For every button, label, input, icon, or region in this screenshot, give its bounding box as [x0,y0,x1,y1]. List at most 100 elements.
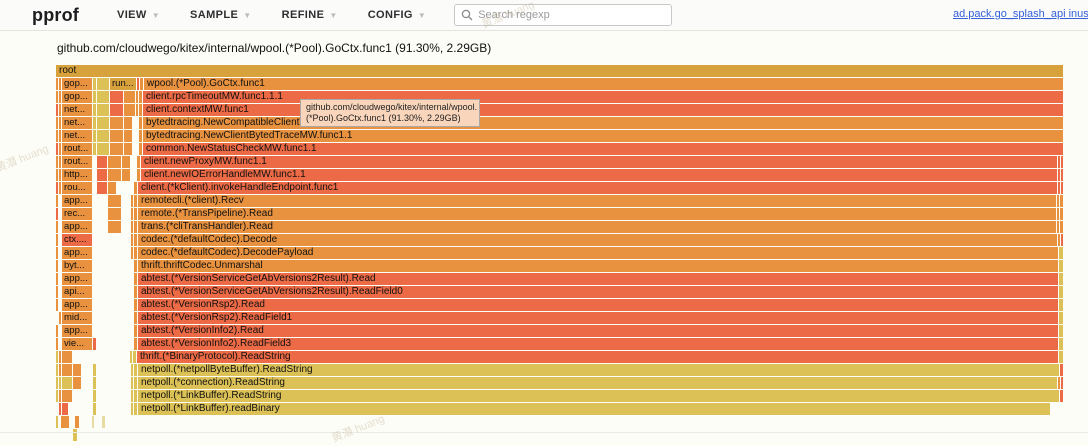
frame[interactable] [56,104,58,116]
frame[interactable] [1060,364,1063,376]
frame[interactable] [108,221,121,233]
frame[interactable] [97,143,109,155]
frame[interactable] [134,312,137,324]
frame[interactable] [134,182,137,194]
frame[interactable] [130,351,132,363]
frame[interactable] [122,156,130,168]
frame[interactable] [124,91,135,103]
frame[interactable] [124,143,132,155]
frame[interactable] [56,377,58,389]
frame[interactable] [93,143,96,155]
frame[interactable] [56,260,58,272]
frame[interactable]: trans.(*cliTransHandler).Read [138,221,1056,233]
frame[interactable] [56,234,58,246]
frame[interactable] [1061,182,1063,194]
frame[interactable] [1061,156,1063,168]
frame[interactable] [97,182,107,194]
search-input[interactable] [473,6,672,24]
frame[interactable]: rec... [62,208,92,220]
frame[interactable]: gop... [62,78,92,90]
frame[interactable] [1059,312,1063,324]
frame[interactable] [56,195,58,207]
frame[interactable] [59,117,61,129]
frame[interactable] [56,390,58,402]
frame[interactable] [110,117,123,129]
frame[interactable] [1060,195,1063,207]
frame[interactable] [1059,286,1063,298]
frame[interactable] [110,104,123,116]
frame[interactable] [134,299,137,311]
frame[interactable]: run... [110,78,136,90]
frame[interactable] [131,234,133,246]
frame[interactable] [56,208,58,220]
frame[interactable] [124,130,132,142]
frame[interactable]: client.(*kClient).invokeHandleEndpoint.f… [138,182,1057,194]
frame[interactable]: remotecli.(*client).Recv [138,195,1056,207]
frame[interactable]: app... [62,247,92,259]
frame[interactable] [137,78,139,90]
frame[interactable] [1061,234,1063,246]
frame[interactable]: codec.(*defaultCodec).Decode [138,234,1057,246]
profile-link[interactable]: ad.pack.go_splash_api inuse_sp [953,8,1088,20]
frame[interactable] [137,169,140,181]
frame[interactable] [59,351,61,363]
frame[interactable] [56,130,58,142]
menu-config[interactable]: CONFIG ▼ [367,9,427,21]
frame[interactable] [93,377,96,389]
frame[interactable] [1058,182,1060,194]
frame[interactable] [134,390,137,402]
frame[interactable] [131,221,133,233]
frame[interactable] [1059,273,1063,285]
frame[interactable] [56,286,58,298]
frame[interactable]: net... [62,130,92,142]
frame[interactable] [1057,221,1059,233]
frame[interactable] [131,208,133,220]
frame[interactable]: netpoll.(*LinkBuffer).ReadString [138,390,1059,402]
frame[interactable]: mid... [62,312,92,324]
frame[interactable] [140,78,143,90]
frame[interactable] [59,143,61,155]
frame[interactable] [56,299,58,311]
frame[interactable] [56,364,58,376]
frame[interactable] [93,130,96,142]
frame[interactable] [62,351,72,363]
frame[interactable]: abtest.(*VersionRsp2).Read [138,299,1058,311]
frame[interactable] [1057,195,1059,207]
frame[interactable] [93,91,96,103]
frame[interactable] [134,364,137,376]
frame[interactable] [93,364,96,376]
frame[interactable] [1060,208,1063,220]
frame[interactable]: client.contextMW.func1 [143,104,1063,116]
frame[interactable]: ctx.... [62,234,92,246]
frame[interactable]: bytedtracing.NewCompatibleClientT [143,117,1063,129]
frame[interactable] [131,247,133,259]
frame[interactable]: app... [62,273,92,285]
frame[interactable] [62,390,72,402]
frame[interactable] [59,182,61,194]
frame[interactable] [134,195,137,207]
frame[interactable] [139,143,142,155]
frame[interactable] [73,364,81,376]
frame[interactable]: client.rpcTimeoutMW.func1.1.1 [143,91,1063,103]
frame[interactable] [108,208,121,220]
frame[interactable] [1058,377,1060,389]
frame[interactable] [102,416,105,428]
frame[interactable] [1061,169,1063,181]
frame[interactable]: wpool.(*Pool).GoCtx.func1 [144,78,1063,90]
frame[interactable] [56,91,58,103]
frame[interactable]: byt... [62,260,92,272]
frame[interactable]: abtest.(*VersionRsp2).ReadField1 [138,312,1058,324]
frame[interactable] [124,117,132,129]
frame[interactable] [56,351,58,363]
frame[interactable] [97,91,109,103]
frame[interactable] [93,403,96,415]
frame[interactable] [134,208,137,220]
frame[interactable] [108,169,121,181]
frame[interactable]: net... [62,117,92,129]
frame[interactable] [108,182,116,194]
frame[interactable] [56,78,58,90]
menu-sample[interactable]: SAMPLE ▼ [190,9,252,21]
frame[interactable] [56,156,58,168]
frame[interactable] [56,338,58,350]
frame[interactable] [59,104,61,116]
